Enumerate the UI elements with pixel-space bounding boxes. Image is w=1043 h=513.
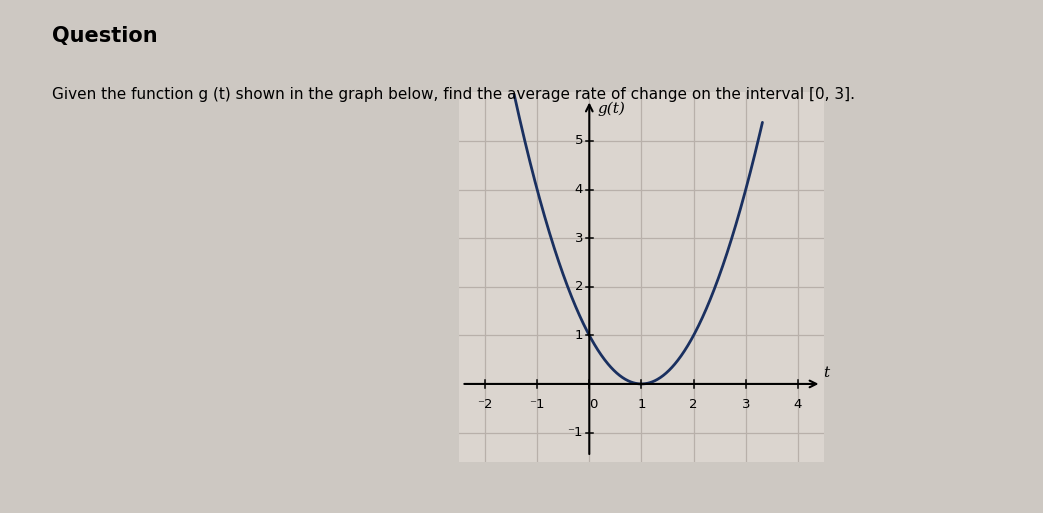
Text: 2: 2 xyxy=(575,280,583,293)
Text: 1: 1 xyxy=(637,398,646,410)
Text: Given the function g (t) shown in the graph below, find the average rate of chan: Given the function g (t) shown in the gr… xyxy=(52,87,855,102)
Text: 1: 1 xyxy=(575,329,583,342)
Text: 4: 4 xyxy=(794,398,802,410)
Text: ⁻2: ⁻2 xyxy=(478,398,492,410)
Text: t: t xyxy=(823,366,829,380)
Text: ⁻1: ⁻1 xyxy=(530,398,544,410)
Text: 2: 2 xyxy=(689,398,698,410)
Text: 3: 3 xyxy=(575,232,583,245)
Text: 0: 0 xyxy=(589,398,598,410)
Text: 3: 3 xyxy=(742,398,750,410)
Text: Question: Question xyxy=(52,26,157,46)
Text: g(t): g(t) xyxy=(597,102,625,116)
Text: 4: 4 xyxy=(575,183,583,196)
Text: ⁻1: ⁻1 xyxy=(567,426,583,439)
Text: 5: 5 xyxy=(575,134,583,147)
